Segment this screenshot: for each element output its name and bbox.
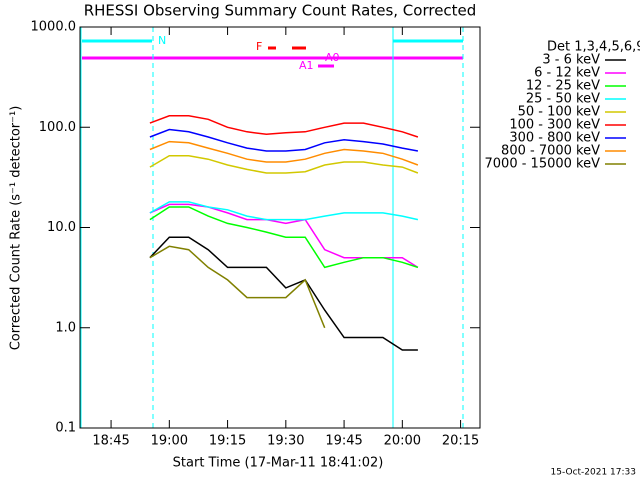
legend-label: 6 - 12 keV (534, 66, 600, 81)
legend-label: 50 - 100 keV (518, 105, 601, 120)
series-line (149, 206, 419, 269)
y-tick-label: 100.0 (39, 120, 76, 135)
legend-label: 25 - 50 keV (526, 92, 600, 107)
annotation: F (256, 40, 262, 53)
chart-title: RHESSI Observing Summary Count Rates, Co… (84, 2, 477, 20)
legend-label: 100 - 300 keV (509, 118, 600, 133)
x-tick-label: 19:45 (325, 434, 362, 449)
legend-label: 7000 - 15000 keV (485, 157, 601, 172)
annotation: A0 (325, 51, 340, 64)
legend-label: 300 - 800 keV (509, 131, 600, 146)
series-line (149, 128, 419, 152)
annotation: A1 (299, 59, 314, 72)
x-tick-label: 19:00 (151, 434, 188, 449)
series-line (149, 245, 326, 329)
legend-title: Det 1,3,4,5,6,9 (547, 40, 640, 55)
series-line (149, 236, 418, 351)
y-tick-label: 1000.0 (31, 20, 77, 35)
annotation: N (158, 34, 166, 47)
series-line (149, 140, 419, 166)
legend-label: 12 - 25 keV (526, 79, 600, 94)
x-axis-label: Start Time (17-Mar-11 18:41:02) (173, 456, 384, 471)
y-tick-label: 0.1 (55, 421, 76, 436)
footer: 15-Oct-2021 17:33 (551, 468, 636, 478)
y-tick-label: 1.0 (55, 320, 76, 335)
series-line (149, 201, 419, 221)
x-tick-label: 19:30 (267, 434, 304, 449)
x-tick-label: 19:15 (209, 434, 246, 449)
x-tick-label: 20:15 (442, 434, 479, 449)
y-axis-label: Corrected Count Rate (s⁻¹ detector⁻¹) (9, 106, 24, 351)
x-tick-label: 20:00 (384, 434, 421, 449)
series-line (149, 115, 419, 138)
legend-label: 800 - 7000 keV (501, 144, 600, 159)
legend-label: 3 - 6 keV (542, 53, 600, 68)
y-tick-label: 10.0 (47, 220, 76, 235)
x-tick-label: 18:45 (92, 434, 129, 449)
series-line (149, 154, 419, 174)
